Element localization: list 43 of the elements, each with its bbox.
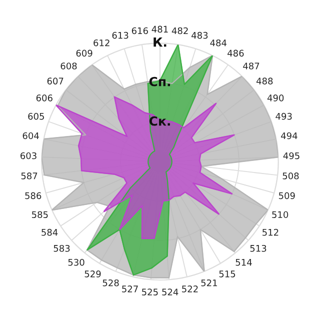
spoke-label: 524 <box>162 288 178 296</box>
spoke-label: 490 <box>267 94 284 102</box>
spoke-label: 608 <box>60 62 77 70</box>
spoke-label: 515 <box>219 270 236 278</box>
spoke-label: 488 <box>256 78 273 84</box>
y-tick-label: К. <box>154 38 166 47</box>
spoke-label: 527 <box>122 286 138 292</box>
spoke-label: 612 <box>94 39 110 46</box>
spoke-label: 583 <box>54 244 70 252</box>
spoke-label: 585 <box>32 211 48 218</box>
spoke-label: 584 <box>42 228 58 236</box>
spoke-label: 606 <box>36 94 52 102</box>
spoke-label: 512 <box>262 228 278 236</box>
spoke-label: 487 <box>243 62 260 70</box>
spoke-label: 508 <box>282 172 299 180</box>
spoke-label: 605 <box>28 112 44 120</box>
spoke-label: 586 <box>25 192 42 200</box>
spoke-label: 484 <box>210 39 226 46</box>
spoke-label: 528 <box>102 279 119 286</box>
spoke-label: 604 <box>22 132 39 140</box>
spoke-label: 493 <box>276 112 292 120</box>
spoke-label: 522 <box>182 286 198 292</box>
spoke-label: 616 <box>132 27 148 34</box>
spoke-label: 482 <box>172 27 188 34</box>
spoke-label: 494 <box>281 132 298 140</box>
spoke-label: 521 <box>201 279 217 286</box>
spoke-label: 509 <box>278 192 295 200</box>
spoke-label: 607 <box>47 78 64 84</box>
spoke-label: 486 <box>228 50 244 57</box>
y-tick-label: Сп. <box>149 76 170 86</box>
spoke-label: 587 <box>21 172 38 180</box>
spoke-label: 603 <box>20 152 36 160</box>
spoke-label: 513 <box>250 244 266 252</box>
spoke-label: 514 <box>236 259 252 266</box>
spoke-label: 483 <box>192 32 208 39</box>
spoke-label: 609 <box>76 50 92 57</box>
spoke-label: 510 <box>272 211 288 218</box>
spoke-label: 530 <box>68 258 84 266</box>
spoke-label: 613 <box>112 32 128 39</box>
spoke-label: 529 <box>84 270 101 278</box>
spoke-label: 495 <box>283 152 300 160</box>
spoke-label: 481 <box>152 26 168 33</box>
spoke-label: 525 <box>142 288 158 296</box>
